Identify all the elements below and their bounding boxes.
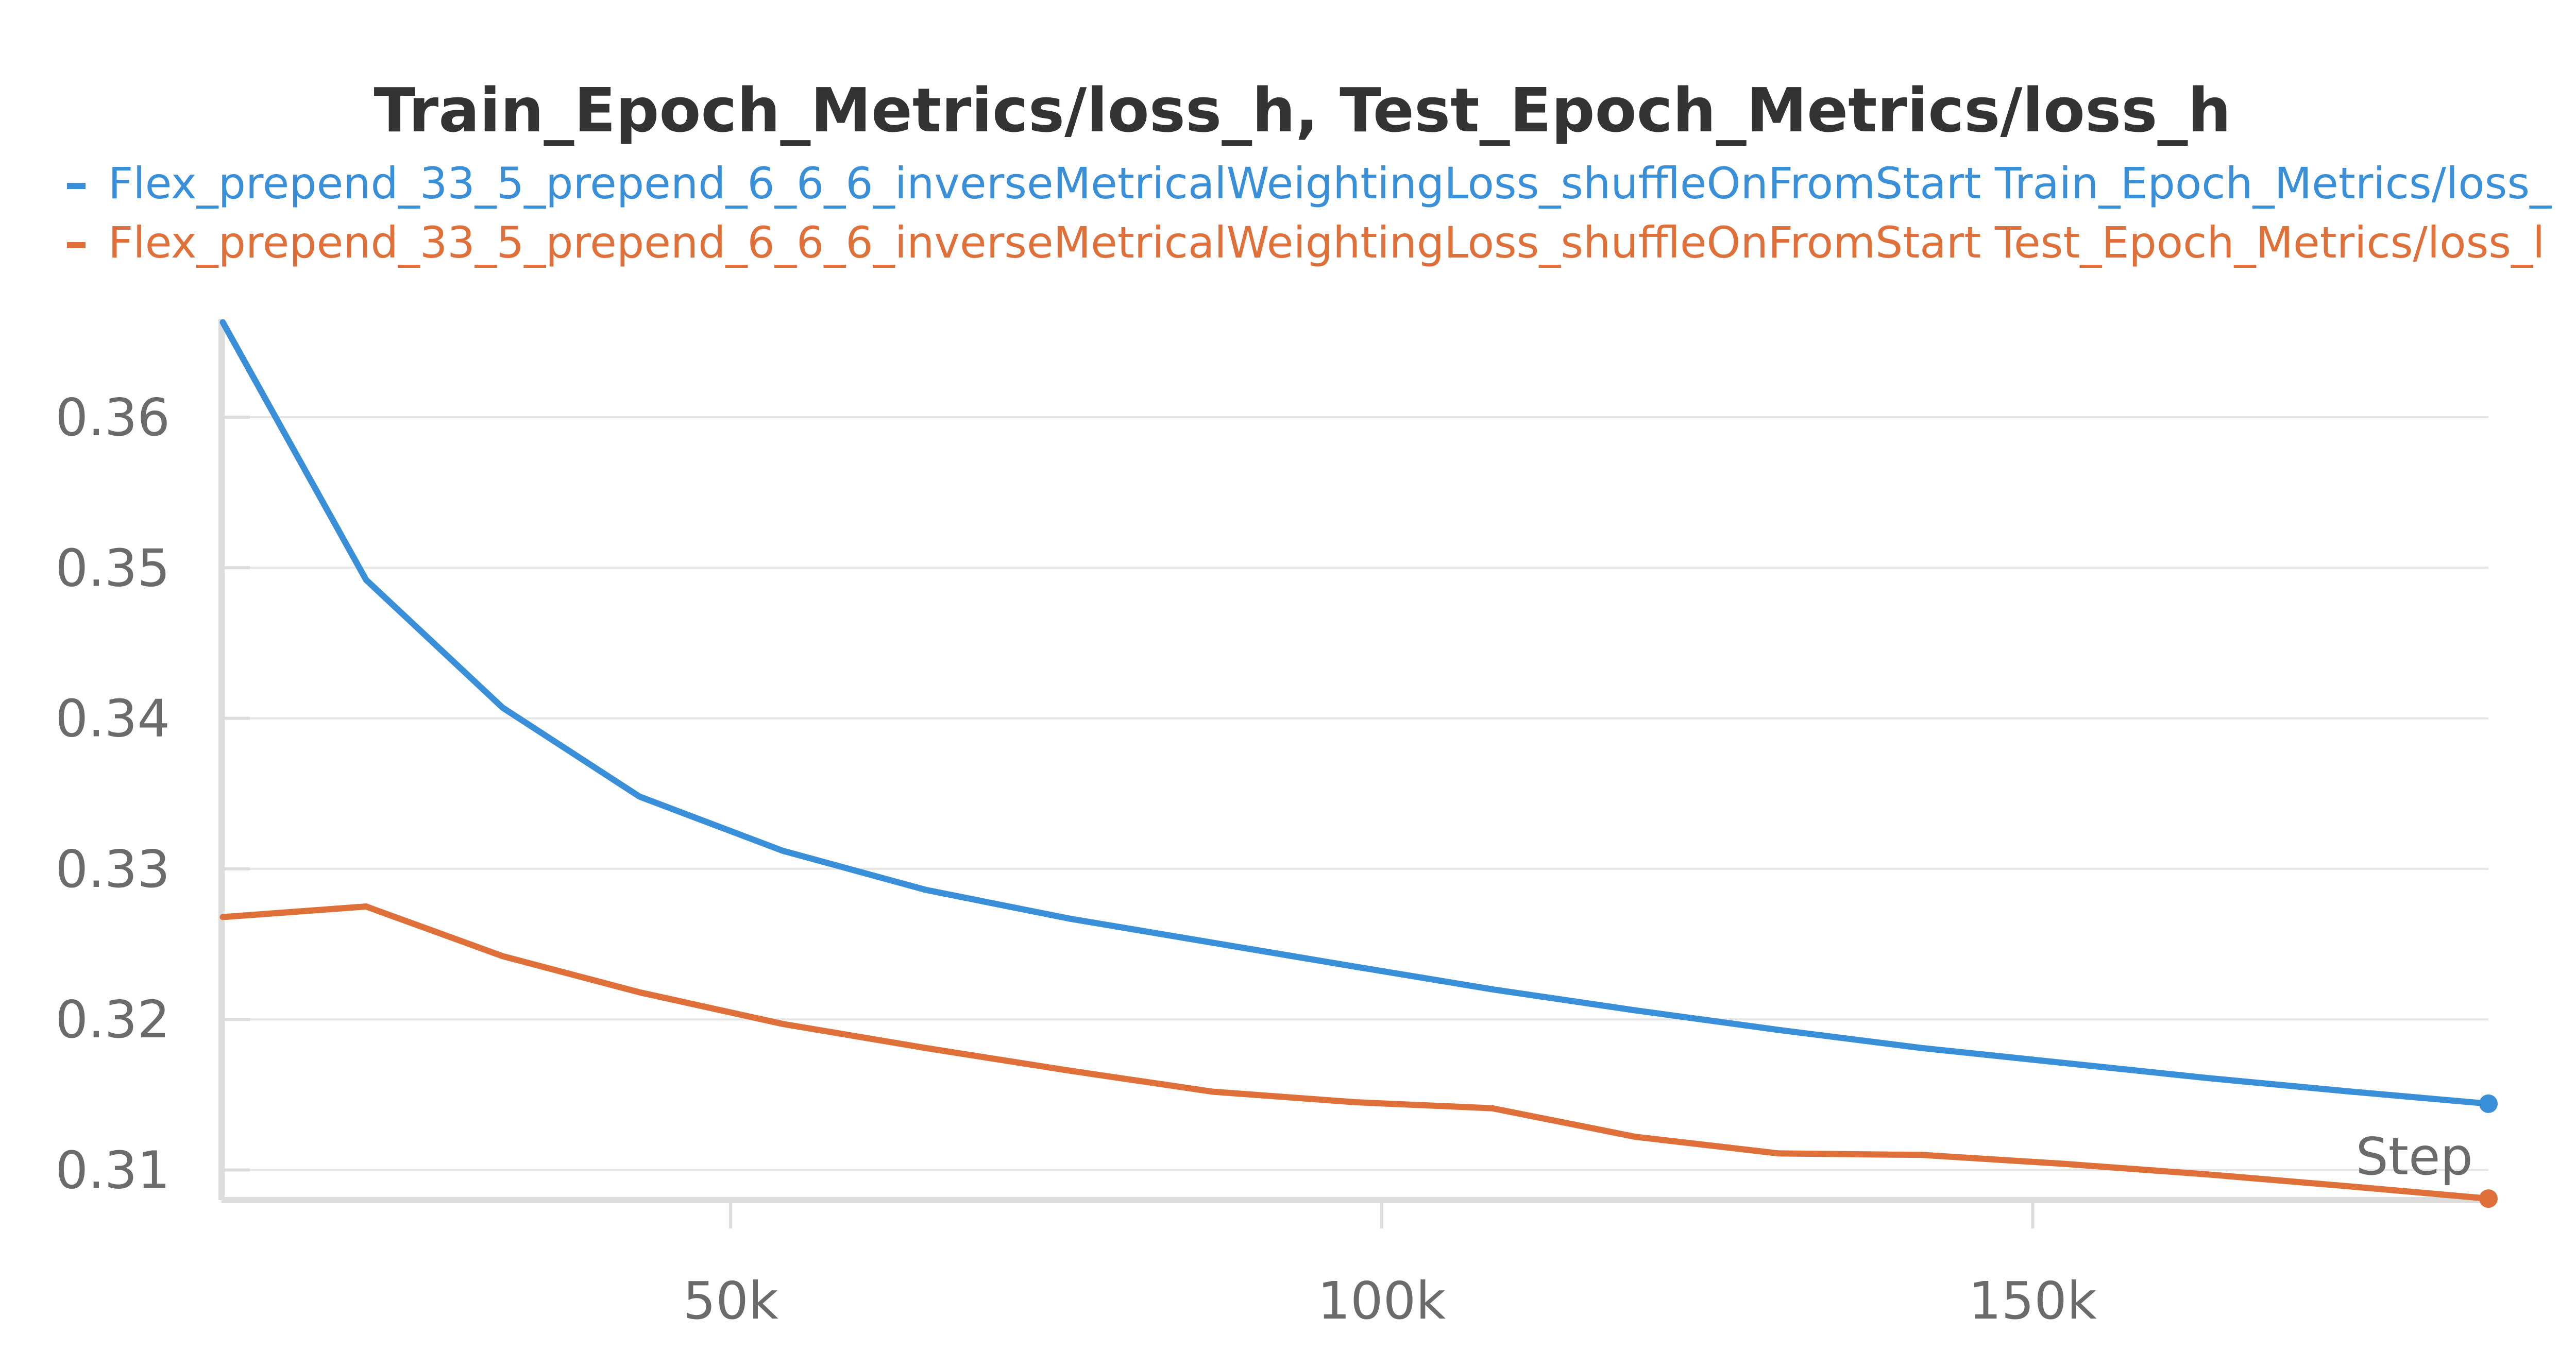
x-axis-title: Step bbox=[2355, 1126, 2473, 1187]
series-end-point-0[interactable] bbox=[2479, 1094, 2498, 1113]
legend-label-0[interactable]: Flex_prepend_33_5_prepend_6_6_6_inverseM… bbox=[108, 158, 2552, 209]
y-tick-label-3: 0.34 bbox=[55, 689, 170, 749]
series-end-point-1[interactable] bbox=[2479, 1189, 2498, 1208]
axes: 0.31 0.32 0.33 0.34 0.35 0.36 50k 100k 150k bbox=[55, 319, 2488, 1331]
legend-swatch-1 bbox=[67, 242, 86, 248]
chart-title: Train_Epoch_Metrics/loss_h, Test_Epoch_M… bbox=[374, 75, 2231, 146]
series-line-1[interactable] bbox=[219, 903, 2492, 1202]
x-tick-label-0: 50k bbox=[683, 1271, 778, 1331]
y-tick-label-4: 0.35 bbox=[55, 538, 170, 598]
y-tick-label-0: 0.31 bbox=[55, 1140, 170, 1201]
y-tick-label-1: 0.32 bbox=[55, 989, 170, 1050]
x-tick-label-1: 100k bbox=[1317, 1271, 1446, 1331]
legend: Flex_prepend_33_5_prepend_6_6_6_inverseM… bbox=[67, 158, 2552, 268]
series-group bbox=[219, 319, 2498, 1208]
x-tick-label-2: 150k bbox=[1969, 1271, 2097, 1331]
legend-swatch-0 bbox=[67, 183, 86, 189]
y-tick-label-2: 0.33 bbox=[55, 839, 170, 899]
series-line-0[interactable] bbox=[219, 319, 2492, 1107]
legend-label-1[interactable]: Flex_prepend_33_5_prepend_6_6_6_inverseM… bbox=[108, 217, 2545, 268]
grid-lines bbox=[222, 416, 2488, 1171]
y-tick-label-5: 0.36 bbox=[55, 387, 170, 448]
